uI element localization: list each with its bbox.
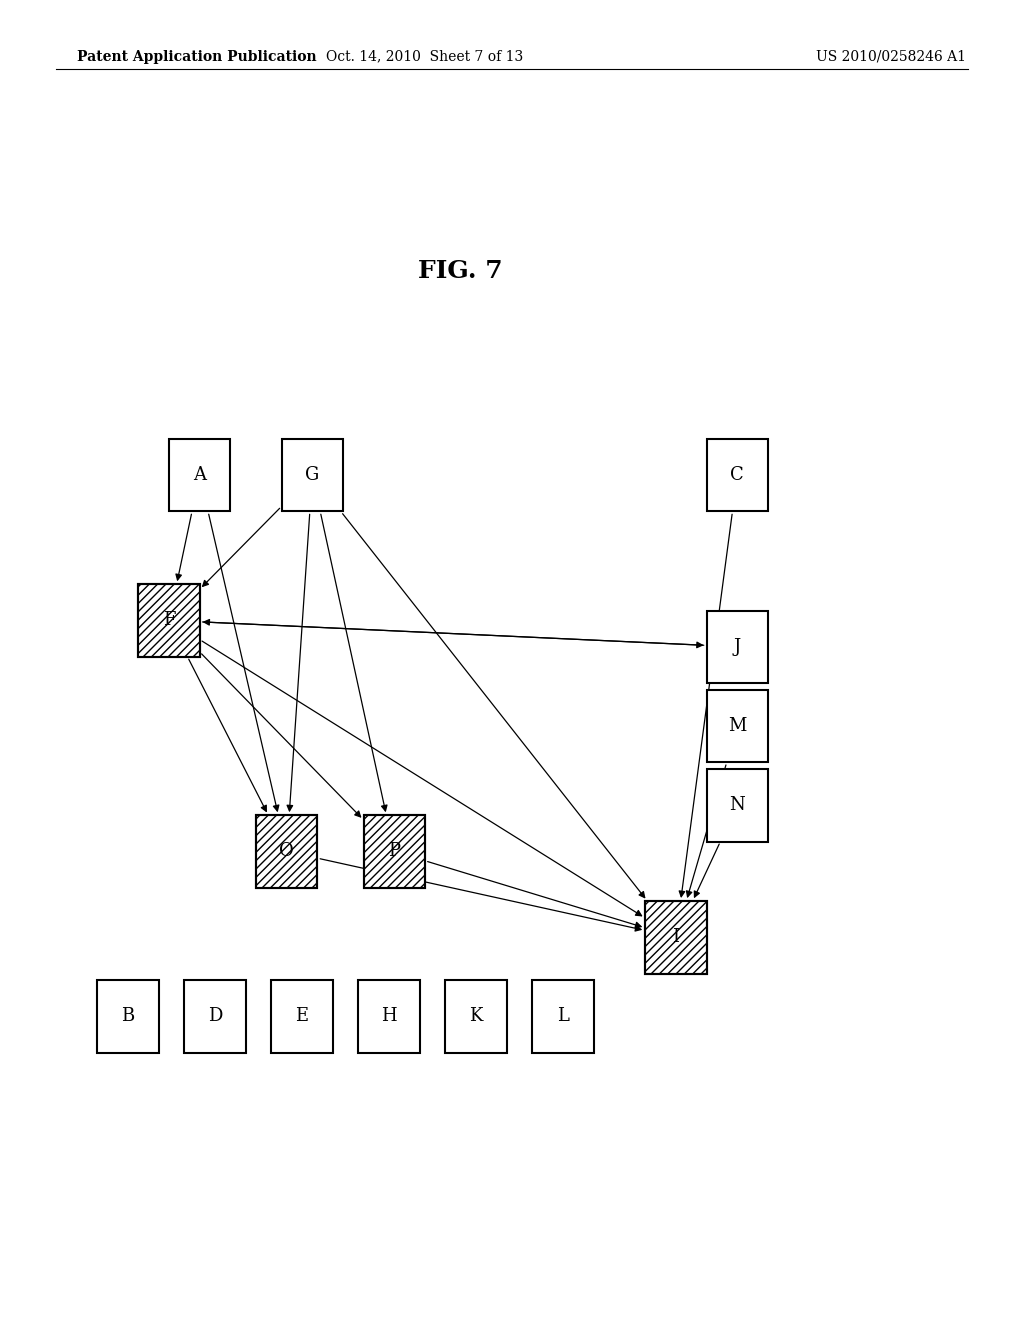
Bar — [256, 814, 317, 888]
Bar — [645, 902, 707, 974]
Bar — [707, 768, 768, 842]
Text: M: M — [728, 717, 746, 735]
Bar — [282, 438, 343, 511]
Bar — [256, 814, 317, 888]
Bar — [271, 979, 333, 1053]
Bar — [707, 610, 768, 684]
Bar — [138, 583, 200, 656]
Bar — [184, 979, 246, 1053]
Text: H: H — [381, 1007, 397, 1026]
Bar — [97, 979, 159, 1053]
Bar — [364, 814, 425, 888]
Text: FIG. 7: FIG. 7 — [419, 259, 503, 282]
Bar — [707, 689, 768, 763]
Text: O: O — [280, 842, 294, 861]
Text: J: J — [733, 638, 741, 656]
Bar — [645, 902, 707, 974]
Bar — [364, 814, 425, 888]
Bar — [707, 438, 768, 511]
Bar — [364, 814, 425, 888]
Text: L: L — [557, 1007, 569, 1026]
Text: Oct. 14, 2010  Sheet 7 of 13: Oct. 14, 2010 Sheet 7 of 13 — [327, 50, 523, 63]
Bar — [358, 979, 420, 1053]
Text: B: B — [122, 1007, 134, 1026]
Bar — [138, 583, 200, 656]
Text: P: P — [388, 842, 400, 861]
Text: C: C — [730, 466, 744, 484]
Bar — [138, 583, 200, 656]
Text: F: F — [163, 611, 175, 630]
Text: Patent Application Publication: Patent Application Publication — [77, 50, 316, 63]
Text: K: K — [469, 1007, 483, 1026]
Bar — [532, 979, 594, 1053]
Bar — [445, 979, 507, 1053]
Text: E: E — [296, 1007, 308, 1026]
Text: I: I — [673, 928, 679, 946]
Bar — [645, 902, 707, 974]
Bar — [256, 814, 317, 888]
Text: D: D — [208, 1007, 222, 1026]
Text: N: N — [729, 796, 745, 814]
Text: G: G — [305, 466, 319, 484]
Text: US 2010/0258246 A1: US 2010/0258246 A1 — [816, 50, 966, 63]
Text: A: A — [194, 466, 206, 484]
Bar — [169, 438, 230, 511]
